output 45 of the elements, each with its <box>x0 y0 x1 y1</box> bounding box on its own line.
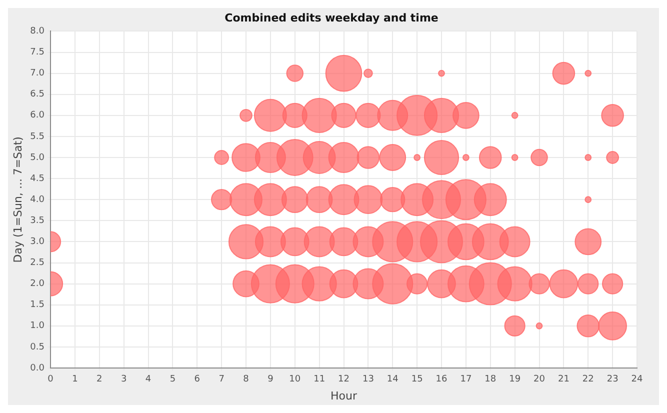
y-tick-label: 3.5 <box>30 216 45 226</box>
x-tick-label: 2 <box>96 374 102 385</box>
y-tick-label: 2.0 <box>30 279 45 290</box>
y-tick-label: 4.5 <box>30 174 45 184</box>
x-tick-label: 16 <box>436 374 448 385</box>
y-tick-label: 0.0 <box>30 363 45 374</box>
x-tick-label: 5 <box>170 374 176 385</box>
x-tick-label: 22 <box>582 374 594 385</box>
x-tick-label: 1 <box>72 374 78 385</box>
y-axis-title: Day (1=Sun, ... 7=Sat) <box>11 136 24 263</box>
y-tick-label: 5.5 <box>30 132 45 142</box>
x-tick-label: 21 <box>558 374 570 385</box>
x-tick-label: 0 <box>48 374 54 385</box>
x-tick-label: 15 <box>411 374 423 385</box>
x-axis-title: Hour <box>330 389 358 402</box>
x-tick-label: 9 <box>268 374 274 385</box>
x-tick-label: 6 <box>194 374 200 385</box>
y-tick-label: 7.0 <box>30 68 45 79</box>
y-tick-label: 6.0 <box>30 110 45 121</box>
x-tick-label: 14 <box>386 374 399 385</box>
y-tick-label: 0.5 <box>30 342 45 352</box>
x-tick-label: 19 <box>509 374 521 385</box>
y-tick-label: 1.0 <box>30 321 45 332</box>
x-tick-label: 17 <box>460 374 472 385</box>
x-tick-label: 13 <box>362 374 374 385</box>
x-tick-label: 8 <box>243 374 250 385</box>
y-tick-label: 3.0 <box>30 237 45 248</box>
x-tick-label: 10 <box>289 374 301 385</box>
y-tick-label: 5.0 <box>30 152 45 163</box>
x-tick-label: 20 <box>534 374 546 385</box>
x-tick-label: 12 <box>338 374 350 385</box>
y-tick-label: 4.0 <box>30 194 45 205</box>
chart-title: Combined edits weekday and time <box>224 11 438 24</box>
x-tick-label: 3 <box>120 374 127 385</box>
y-tick-label: 6.5 <box>30 90 45 100</box>
x-tick-label: 24 <box>631 374 643 385</box>
x-tick-label: 23 <box>606 374 618 385</box>
x-tick-label: 7 <box>218 374 224 385</box>
y-tick-label: 7.5 <box>30 48 45 58</box>
y-tick-label: 1.5 <box>30 300 45 310</box>
x-tick-label: 18 <box>484 374 496 385</box>
y-tick-label: 2.5 <box>30 258 45 268</box>
y-tick-label: 8.0 <box>30 26 45 37</box>
x-tick-label: 11 <box>314 374 326 385</box>
x-tick-label: 4 <box>145 374 152 385</box>
